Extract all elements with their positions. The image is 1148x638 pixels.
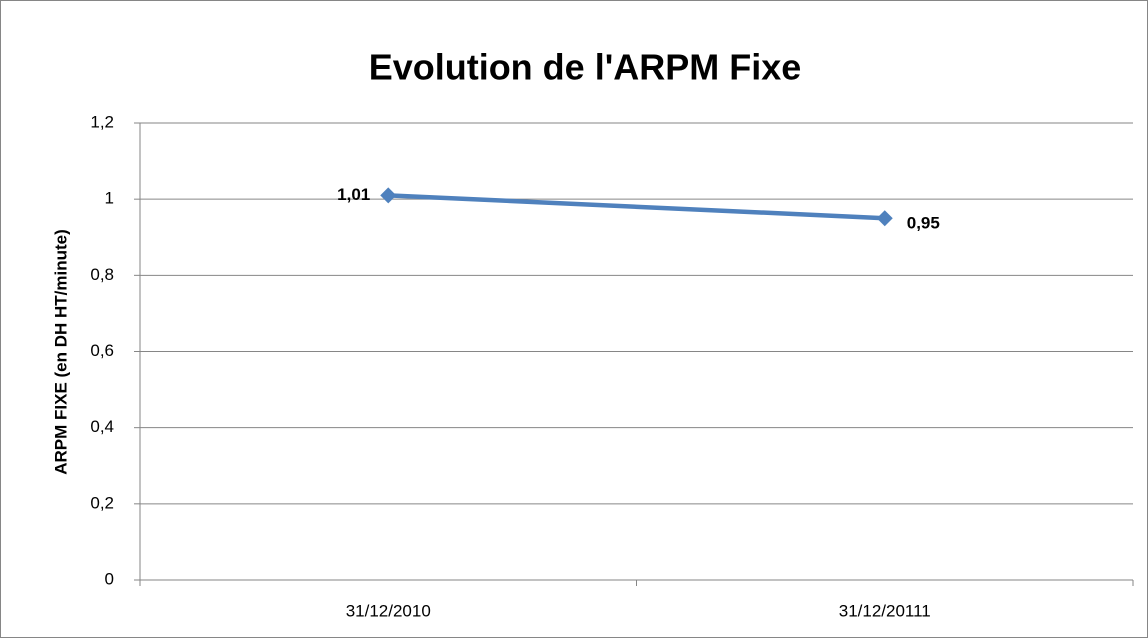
marker [876, 210, 893, 227]
chart-title: Evolution de l'ARPM Fixe [369, 47, 802, 88]
y-tick-label: 0,6 [90, 341, 114, 360]
y-tick-label: 0,2 [90, 493, 114, 512]
y-tick-label: 1 [105, 189, 114, 208]
y-tick-label: 0,4 [90, 417, 114, 436]
marker [380, 187, 397, 204]
x-tick-label: 31/12/20111 [839, 601, 931, 620]
y-tick-label: 1,2 [90, 112, 114, 131]
x-tick-label: 31/12/2010 [346, 601, 431, 620]
y-tick-label: 0,8 [90, 265, 114, 284]
y-tick-label: 0 [105, 569, 114, 588]
series-line [388, 193, 885, 221]
y-axis-title: ARPM FIXE (en DH HT/minute) [51, 229, 70, 475]
data-label: 0,95 [907, 214, 940, 233]
data-label: 1,01 [337, 185, 370, 204]
